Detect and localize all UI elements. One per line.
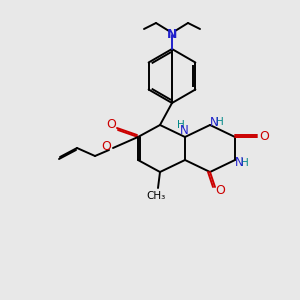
Text: H: H (216, 117, 224, 127)
Text: N: N (180, 124, 188, 136)
Text: H: H (241, 158, 249, 168)
Text: O: O (215, 184, 225, 196)
Text: O: O (259, 130, 269, 143)
Text: N: N (235, 155, 243, 169)
Text: O: O (101, 140, 111, 154)
Text: CH₃: CH₃ (146, 191, 166, 201)
Text: N: N (210, 116, 218, 130)
Text: N: N (167, 28, 177, 41)
Text: O: O (106, 118, 116, 131)
Text: H: H (177, 120, 185, 130)
